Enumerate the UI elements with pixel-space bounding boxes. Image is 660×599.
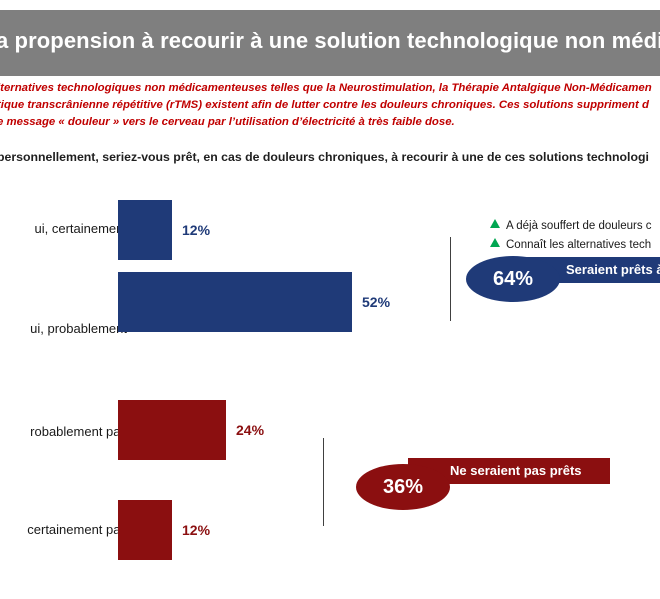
bar-oui-probablement [118,272,352,332]
intro-text: lternatives technologiques non médicamen… [0,80,660,131]
legend-label-1: A déjà souffert de douleurs c [506,220,652,232]
triangle-up-icon [490,219,500,228]
value-label-oui-probablement: 52% [362,294,391,310]
category-label-oui-certainement: ui, certainement [34,221,128,236]
intro-line-1: lternatives technologiques non médicamen… [0,82,652,94]
legend: A déjà souffert de douleurs c Connaît le… [490,217,652,255]
title-bar: a propension à recourir à une solution t… [0,10,660,76]
category-label-oui-probablement: ui, probablement [30,321,127,336]
chart-title: a propension à recourir à une solution t… [0,28,660,53]
intro-line-3: e message « douleur » vers le cerveau pa… [0,116,455,128]
intro-line-2: tique transcrânienne répétitive (rTMS) e… [0,99,649,111]
category-label-non-probablement-pas: robablement pas [30,424,127,439]
legend-item-connait-alternatives: Connaît les alternatives tech [490,236,652,255]
value-label-oui-certainement: 12% [182,222,211,238]
divider-positive [450,237,451,321]
survey-question: personnellement, seriez-vous prêt, en ca… [0,150,649,164]
negative-summary-badge: 36% [356,464,450,510]
positive-summary-value: 64% [492,268,534,290]
bar-non-probablement-pas [118,400,226,460]
divider-negative [323,438,324,526]
bar-non-certainement-pas [118,500,172,560]
value-label-non-probablement-pas: 24% [236,422,265,438]
category-label-non-certainement-pas: certainement pas [27,522,127,537]
triangle-up-icon [490,238,500,247]
bar-oui-certainement [118,200,172,260]
negative-summary-label: Ne seraient pas prêts [450,463,582,478]
legend-item-deja-souffert: A déjà souffert de douleurs c [490,217,652,236]
legend-label-2: Connaît les alternatives tech [506,239,652,251]
positive-summary-badge: 64% [466,256,560,302]
value-label-non-certainement-pas: 12% [182,522,211,538]
negative-summary-value: 36% [382,476,424,498]
positive-summary-label: Seraient prêts à [566,262,660,277]
